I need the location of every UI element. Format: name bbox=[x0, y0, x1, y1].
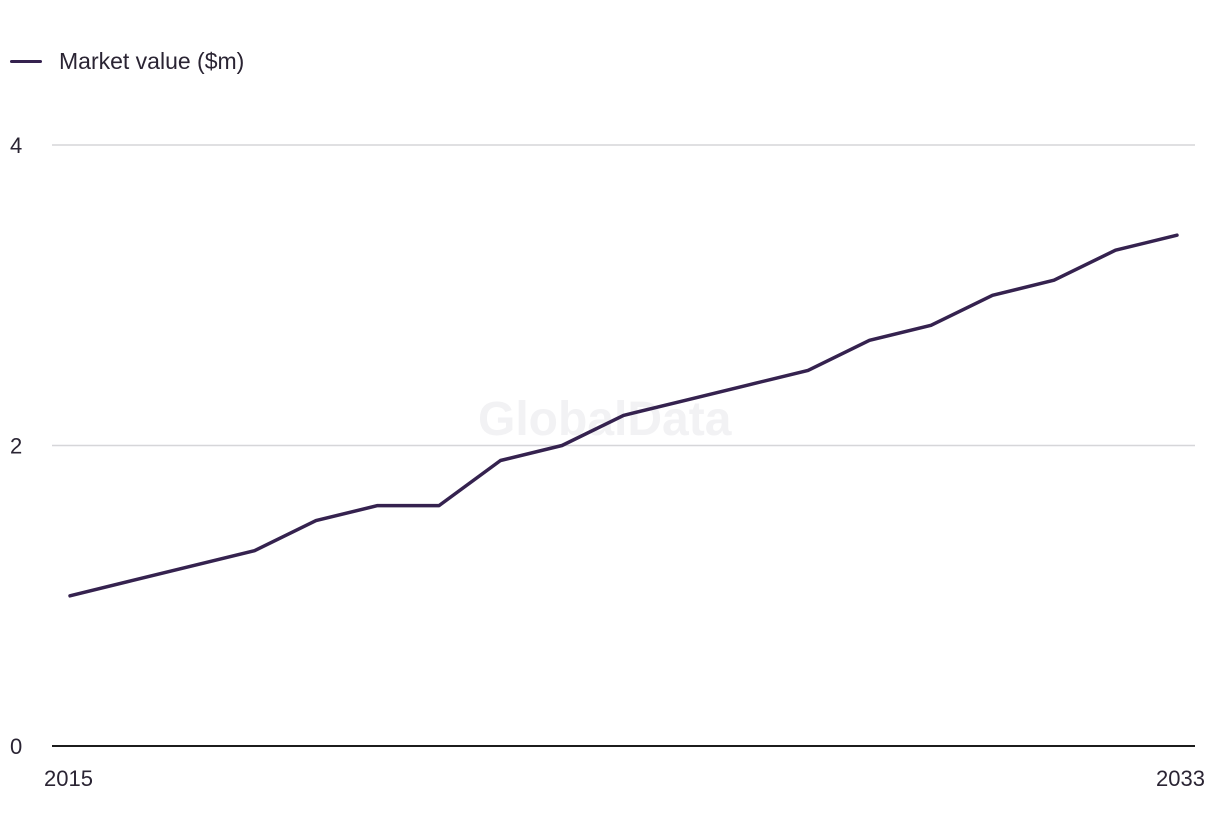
data-point-2028 bbox=[866, 336, 874, 344]
data-point-2025 bbox=[681, 396, 689, 404]
data-point-2019 bbox=[312, 517, 320, 525]
watermark: GlobalData bbox=[478, 393, 732, 446]
data-point-2032 bbox=[1112, 246, 1120, 254]
data-point-2015 bbox=[66, 592, 74, 600]
y-tick-label-0: 0 bbox=[10, 734, 22, 759]
data-point-2027 bbox=[804, 366, 812, 374]
data-point-2018 bbox=[251, 547, 259, 555]
data-point-2023 bbox=[558, 442, 566, 450]
x-tick-label-first: 2015 bbox=[44, 766, 93, 791]
data-point-2030 bbox=[989, 291, 997, 299]
data-point-2016 bbox=[128, 577, 136, 585]
data-point-2017 bbox=[189, 562, 197, 570]
data-point-2021 bbox=[435, 502, 443, 510]
grid-layer bbox=[52, 144, 1195, 447]
data-point-2022 bbox=[497, 457, 505, 465]
data-point-2033 bbox=[1173, 231, 1181, 239]
legend-swatch bbox=[10, 59, 42, 63]
y-tick-label-2: 2 bbox=[10, 434, 22, 459]
legend: Market value ($m) bbox=[10, 44, 244, 78]
data-point-2024 bbox=[620, 411, 628, 419]
x-tick-label-last: 2033 bbox=[1156, 766, 1205, 791]
series-line-0 bbox=[68, 233, 1179, 598]
legend-label: Market value ($m) bbox=[59, 47, 245, 74]
label-layer: 0 2 4 2015 2033 bbox=[10, 133, 1205, 791]
data-point-2026 bbox=[743, 381, 751, 389]
data-point-2031 bbox=[1050, 276, 1058, 284]
data-point-2029 bbox=[927, 321, 935, 329]
series-layer bbox=[66, 231, 1181, 600]
data-point-2020 bbox=[374, 502, 382, 510]
y-tick-label-4: 4 bbox=[10, 133, 22, 158]
